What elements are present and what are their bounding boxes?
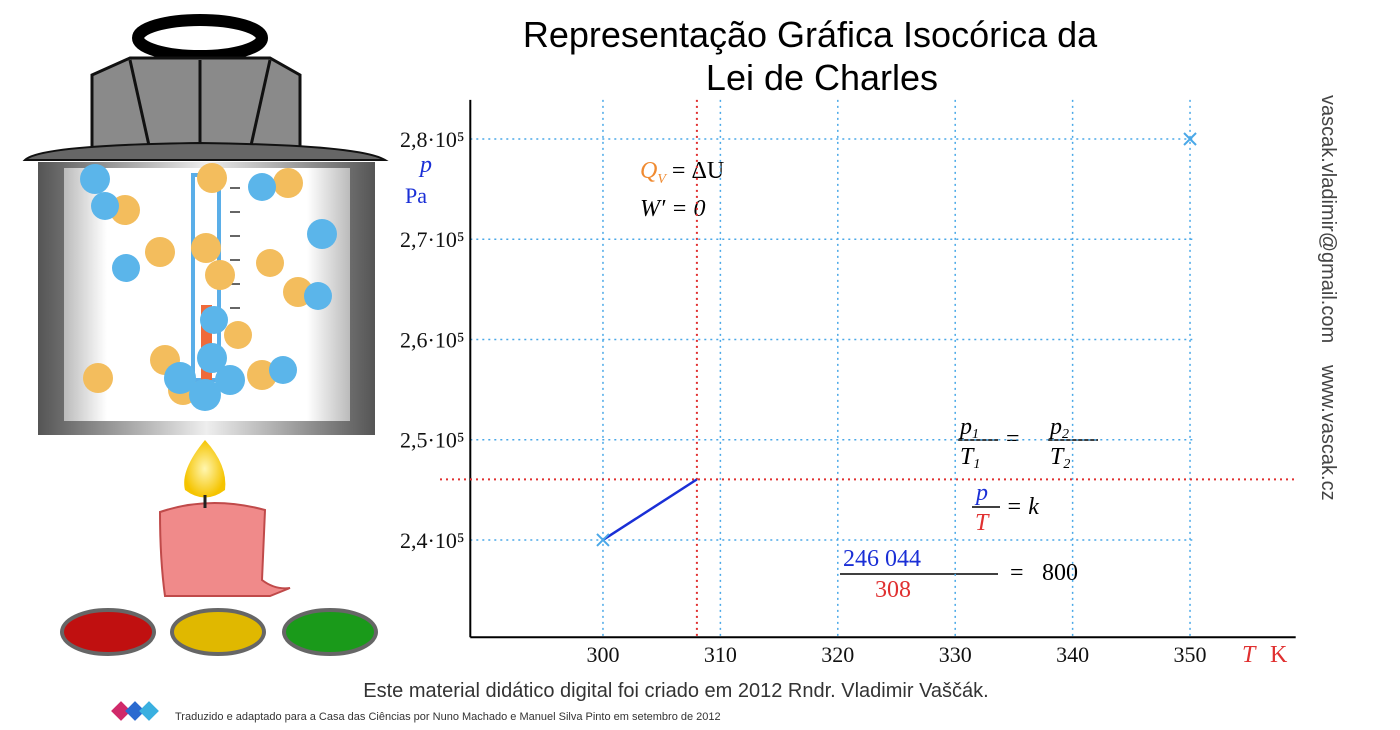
x-tick-label: 340 bbox=[1056, 642, 1089, 667]
y-axis-unit: Pa bbox=[405, 183, 427, 208]
ratio-numerator: 246 044 bbox=[843, 546, 921, 572]
ratio-denominator: 308 bbox=[875, 577, 911, 603]
credit: Este material didático digital foi criad… bbox=[363, 680, 988, 702]
x-tick-label: 350 bbox=[1174, 642, 1207, 667]
state-marker bbox=[1183, 132, 1197, 146]
y-tick-label: 2,7·10⁵ bbox=[400, 227, 465, 252]
state-marker bbox=[596, 533, 610, 547]
apparatus bbox=[22, 14, 389, 435]
y-tick-label: 2,8·10⁵ bbox=[400, 127, 465, 152]
formula-part: p2 bbox=[1048, 414, 1069, 442]
ratio-equals: = bbox=[1010, 560, 1024, 586]
y-tick-label: 2,6·10⁵ bbox=[400, 327, 465, 352]
y-tick-label: 2,4·10⁵ bbox=[400, 528, 465, 553]
chart-title: Lei de Charles bbox=[706, 57, 938, 98]
work-formula: W′ = 0 bbox=[640, 196, 705, 222]
x-tick-label: 300 bbox=[586, 642, 619, 667]
chart-title: Representação Gráfica Isocórica da bbox=[523, 14, 1098, 55]
formula-part: p bbox=[974, 480, 988, 506]
charles-formula: p1 T1 = p2 T2 bbox=[958, 414, 1098, 472]
y-axis-label: p bbox=[418, 152, 432, 178]
x-tick-label: 310 bbox=[704, 642, 737, 667]
watermark: www.vascak.cz bbox=[1317, 364, 1339, 501]
stop-button[interactable] bbox=[60, 608, 156, 656]
heat-buttons bbox=[60, 608, 378, 656]
x-axis-unit: K bbox=[1270, 642, 1288, 668]
data-line bbox=[602, 478, 698, 542]
formula-part: p1 bbox=[958, 414, 979, 442]
logo bbox=[111, 701, 159, 721]
x-tick-label: 320 bbox=[821, 642, 854, 667]
formula-part: = bbox=[1006, 426, 1020, 452]
translation-credit: Traduzido e adaptado para a Casa das Ciê… bbox=[175, 711, 721, 723]
heat-formula: QV = ΔU bbox=[640, 158, 724, 187]
start-button[interactable] bbox=[282, 608, 378, 656]
formula-part: = k bbox=[1006, 494, 1039, 520]
pause-button[interactable] bbox=[170, 608, 266, 656]
y-tick-label: 2,5·10⁵ bbox=[400, 428, 465, 453]
formula-part: T2 bbox=[1050, 444, 1070, 472]
candle bbox=[158, 440, 291, 597]
formula-part: T bbox=[975, 510, 990, 536]
x-axis-label: T bbox=[1242, 642, 1257, 668]
plot: 300 310 320 330 340 350 2,4·10⁵ 2,5·10⁵ 2,6·10⁵ 2… bbox=[400, 99, 1296, 667]
formula-part: T1 bbox=[960, 444, 980, 472]
ratio-formula: 246 044 308 = 800 bbox=[840, 546, 1078, 603]
x-tick-label: 330 bbox=[939, 642, 972, 667]
watermark: vascak.vladimir@gmail.com bbox=[1317, 95, 1339, 343]
constant-formula: p T = k bbox=[972, 480, 1039, 536]
